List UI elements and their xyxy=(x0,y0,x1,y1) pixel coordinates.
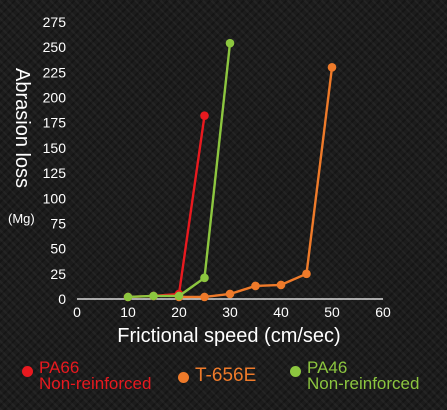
x-tick-label: 10 xyxy=(120,304,136,320)
legend-label-pa66: PA66 Non-reinforced xyxy=(39,358,152,393)
y-tick-label: 250 xyxy=(43,39,67,55)
series-line-1 xyxy=(179,67,334,299)
data-point-2 xyxy=(225,38,235,48)
legend-item-t656e: T-656E xyxy=(178,366,256,386)
data-point-1 xyxy=(251,281,260,291)
legend-label-t656e-line1: T-656E xyxy=(195,365,257,386)
legend-item-pa66: PA66 Non-reinforced xyxy=(22,358,152,393)
y-tick-label: 25 xyxy=(50,266,66,282)
data-point-2 xyxy=(174,291,184,301)
legend-label-pa46-line2: Non-reinforced xyxy=(307,374,420,393)
y-tick-label: 275 xyxy=(43,14,67,30)
legend-label-t656e: T-656E xyxy=(195,366,256,386)
y-tick-labels: 0 25 50 75 100 125 150 175 200 225 250 275 xyxy=(43,14,67,307)
series-line-0 xyxy=(127,115,206,299)
x-tick-label: 20 xyxy=(171,304,187,320)
x-tick-label: 30 xyxy=(222,304,238,320)
y-tick-label: 100 xyxy=(43,190,67,206)
data-point-2 xyxy=(123,292,133,302)
legend-dot-t656e xyxy=(178,372,189,383)
x-tick-label: 40 xyxy=(273,304,289,320)
y-tick-label: 0 xyxy=(58,291,66,307)
y-tick-label: 50 xyxy=(50,241,66,257)
data-point-2 xyxy=(200,273,209,283)
y-axis-title: Abrasion loss xyxy=(11,68,33,188)
legend-dot-pa46 xyxy=(290,366,301,377)
y-tick-label: 75 xyxy=(50,215,66,231)
series-layer xyxy=(123,38,337,302)
legend-label-pa46-line1: PA46 xyxy=(307,358,348,377)
data-point-1 xyxy=(276,280,286,290)
y-axis-unit: (Mg) xyxy=(8,211,35,226)
x-axis-title: Frictional speed (cm/sec) xyxy=(117,325,340,347)
y-tick-label: 200 xyxy=(43,90,67,106)
x-tick-labels: 0 10 20 30 40 50 60 xyxy=(73,304,391,320)
data-point-1 xyxy=(225,289,235,299)
y-tick-label: 125 xyxy=(43,165,67,181)
legend-dot-pa66 xyxy=(22,366,33,377)
x-tick-label: 0 xyxy=(73,304,81,320)
data-point-0 xyxy=(200,111,209,120)
legend-label-pa66-line1: PA66 xyxy=(39,358,80,377)
y-tick-label: 175 xyxy=(43,115,67,131)
data-point-1 xyxy=(302,269,311,279)
data-point-2 xyxy=(149,291,158,301)
legend-label-pa46: PA46 Non-reinforced xyxy=(307,358,420,393)
x-tick-label: 50 xyxy=(324,304,340,320)
legend-label-pa66-line2: Non-reinforced xyxy=(39,374,152,393)
series-line-2 xyxy=(127,43,232,299)
data-point-1 xyxy=(327,63,337,72)
abrasion-chart: 0 25 50 75 100 125 150 175 200 225 250 275 0 10 20 30 4… xyxy=(8,14,391,347)
y-tick-label: 225 xyxy=(43,64,67,80)
data-point-1 xyxy=(200,292,209,302)
x-tick-label: 60 xyxy=(375,304,391,320)
y-tick-label: 150 xyxy=(43,140,67,156)
legend-item-pa46: PA46 Non-reinforced xyxy=(290,358,420,393)
legend: PA66 Non-reinforced T-656E PA46 Non-rein… xyxy=(0,358,447,404)
